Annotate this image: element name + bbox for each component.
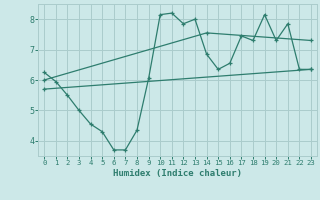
X-axis label: Humidex (Indice chaleur): Humidex (Indice chaleur)	[113, 169, 242, 178]
